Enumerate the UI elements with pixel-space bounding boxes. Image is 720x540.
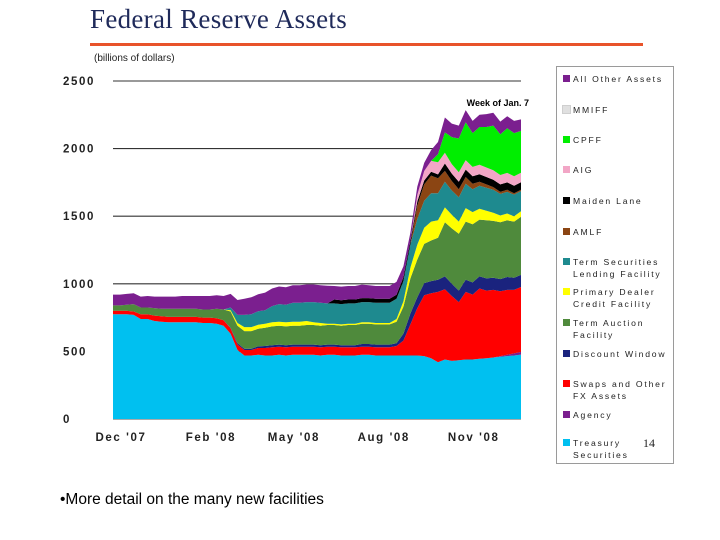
series-area-maiden-lane (113, 163, 521, 315)
legend-item: Primary Dealer Credit Facility (563, 286, 673, 310)
x-tick-label: May '08 (268, 432, 320, 444)
series-area-swaps-and-other-fx-assets (113, 287, 521, 363)
legend-item: Maiden Lane (563, 195, 673, 207)
legend-swatch (563, 228, 570, 235)
y-tick-label: 1500 (63, 211, 95, 223)
legend-label: AMLF (573, 227, 604, 237)
legend-label: Maiden Lane (573, 196, 643, 206)
legend-swatch (563, 411, 570, 418)
units-label: (billions of dollars) (94, 53, 175, 64)
legend-item: Term Securities Lending Facility (563, 256, 673, 280)
legend-item: All Other Assets (563, 73, 673, 85)
y-tick-label: 0 (63, 414, 71, 426)
legend-label: Discount Window (573, 349, 667, 359)
legend-item: Discount Window (563, 348, 673, 360)
legend-item: MMIFF (562, 104, 673, 116)
x-tick-label: Feb '08 (186, 432, 236, 444)
legend-swatch (563, 136, 570, 143)
legend-swatch (563, 288, 570, 295)
legend-swatch (562, 105, 571, 114)
legend-swatch (563, 197, 570, 204)
legend-item: Term Auction Facility (563, 317, 673, 341)
legend-swatch (563, 75, 570, 82)
series-area-amlf (113, 170, 521, 315)
legend-label: MMIFF (573, 105, 610, 115)
series-area-term-auction-facility (113, 216, 521, 349)
legend-item: Agency (563, 409, 673, 421)
slide-title: Federal Reserve Assets (90, 4, 348, 34)
page-number: 14 (643, 436, 655, 450)
legend-label: Term Securities Lending Facility (573, 257, 662, 279)
legend-label: Term Auction Facility (573, 318, 645, 340)
legend-swatch (563, 319, 570, 326)
x-tick-label: Nov '08 (448, 432, 500, 444)
series-area-discount-window (113, 274, 521, 350)
y-tick-label: 1000 (63, 279, 95, 291)
y-tick-label: 2500 (63, 76, 95, 88)
legend-label: Agency (573, 410, 613, 420)
y-tick-label: 500 (63, 346, 87, 358)
x-tick-label: Aug '08 (358, 432, 410, 444)
legend-label: CPFF (573, 135, 603, 145)
legend-swatch (563, 439, 570, 446)
series-area-term-securities-lending-facility (113, 181, 521, 328)
legend: All Other Assets MMIFF CPFF AIG Maiden Lane A… (556, 66, 674, 464)
series-area-cpff (113, 122, 521, 315)
legend-swatch (563, 380, 570, 387)
legend-swatch (563, 258, 570, 265)
title-rule (90, 43, 643, 46)
x-tick-label: Dec '07 (95, 432, 146, 444)
legend-swatch (563, 166, 570, 173)
legend-item: Swaps and Other FX Assets (563, 378, 673, 402)
legend-item: AMLF (563, 226, 673, 238)
legend-label: AIG (573, 165, 594, 175)
legend-label: All Other Assets (573, 74, 663, 84)
series-area-treasury-securities (113, 314, 521, 419)
legend-label: Swaps and Other FX Assets (573, 379, 667, 401)
legend-label: Treasury Securities (573, 438, 629, 460)
series-area-aig (113, 152, 521, 315)
legend-item: Treasury Securities (563, 437, 673, 461)
legend-item: CPFF (563, 134, 673, 146)
legend-item: AIG (563, 164, 673, 176)
legend-swatch (563, 350, 570, 357)
annotation-week-label: Week of Jan. 7 (467, 98, 529, 108)
y-tick-label: 2000 (63, 144, 95, 156)
bullet-text: •More detail on the many new facilities (60, 491, 324, 508)
legend-label: Primary Dealer Credit Facility (573, 287, 656, 309)
